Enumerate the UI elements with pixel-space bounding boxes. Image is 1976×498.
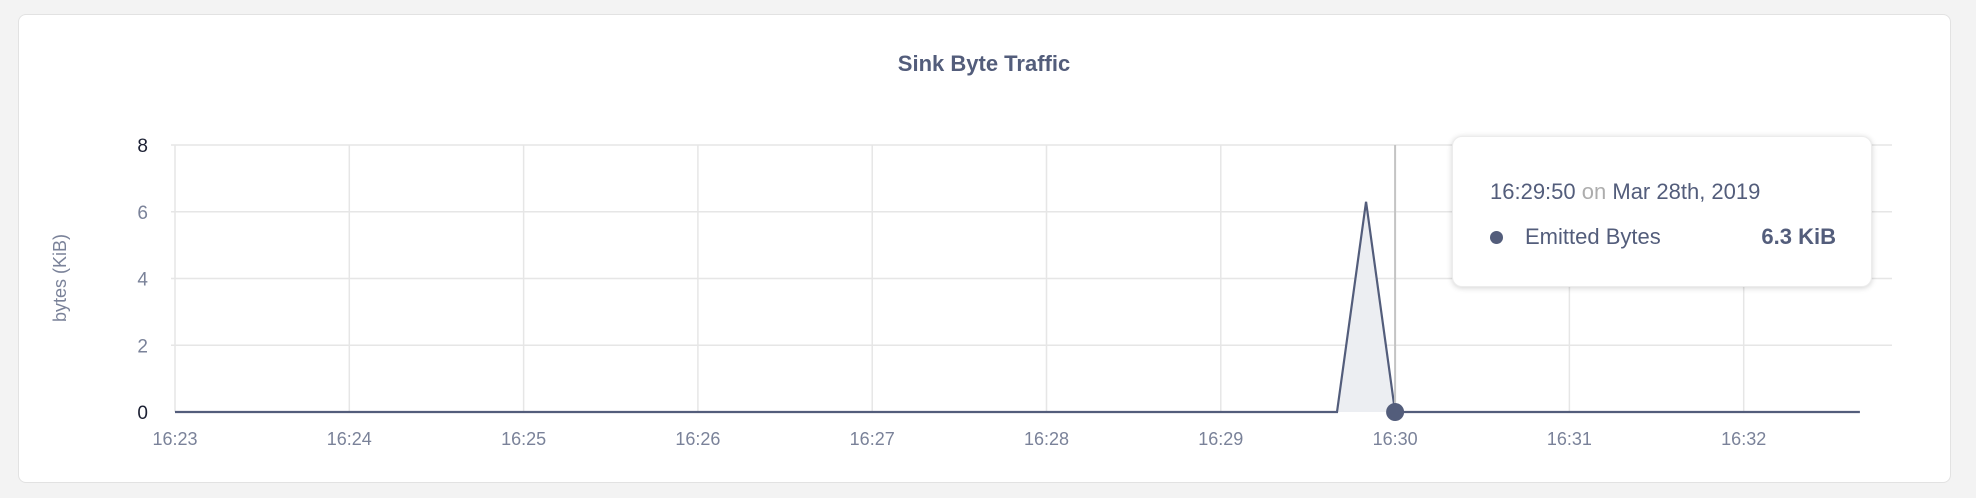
tooltip-time: 16:29:50 [1490,179,1576,204]
chart-title: Sink Byte Traffic [898,51,1070,76]
y-axis-label: bytes (KiB) [50,234,70,322]
y-tick-label: 4 [137,270,148,291]
y-tick-label: 8 [137,136,148,157]
tooltip-value: 6.3 KiB [1761,224,1836,249]
tooltip-date: Mar 28th, 2019 [1612,179,1761,204]
x-tick-label: 16:23 [152,429,197,449]
x-tick-label: 16:25 [501,429,546,449]
x-tick-label: 16:32 [1721,429,1766,449]
tooltip-series-name: Emitted Bytes [1525,224,1661,249]
tooltip-timestamp: 16:29:50 on Mar 28th, 2019 [1490,179,1760,205]
x-tick-label: 16:27 [850,429,895,449]
x-tick-label: 16:28 [1024,429,1069,449]
tooltip: 16:29:50 on Mar 28th, 2019 Emitted Bytes… [1452,136,1872,287]
x-tick-label: 16:24 [327,429,372,449]
x-tick-label: 16:31 [1547,429,1592,449]
series-line [175,201,1860,414]
x-tick-label: 16:30 [1373,429,1418,449]
y-tick-label: 0 [137,403,148,424]
series-dot-icon [1490,230,1503,244]
x-tick-label: 16:29 [1198,429,1243,449]
tooltip-series-row: Emitted Bytes 6.3 KiB [1490,224,1836,250]
y-tick-label: 6 [137,203,148,224]
y-tick-label: 2 [137,336,148,357]
tooltip-on: on [1581,179,1607,204]
hover-point-marker [1386,403,1405,421]
x-tick-label: 16:26 [675,429,720,449]
